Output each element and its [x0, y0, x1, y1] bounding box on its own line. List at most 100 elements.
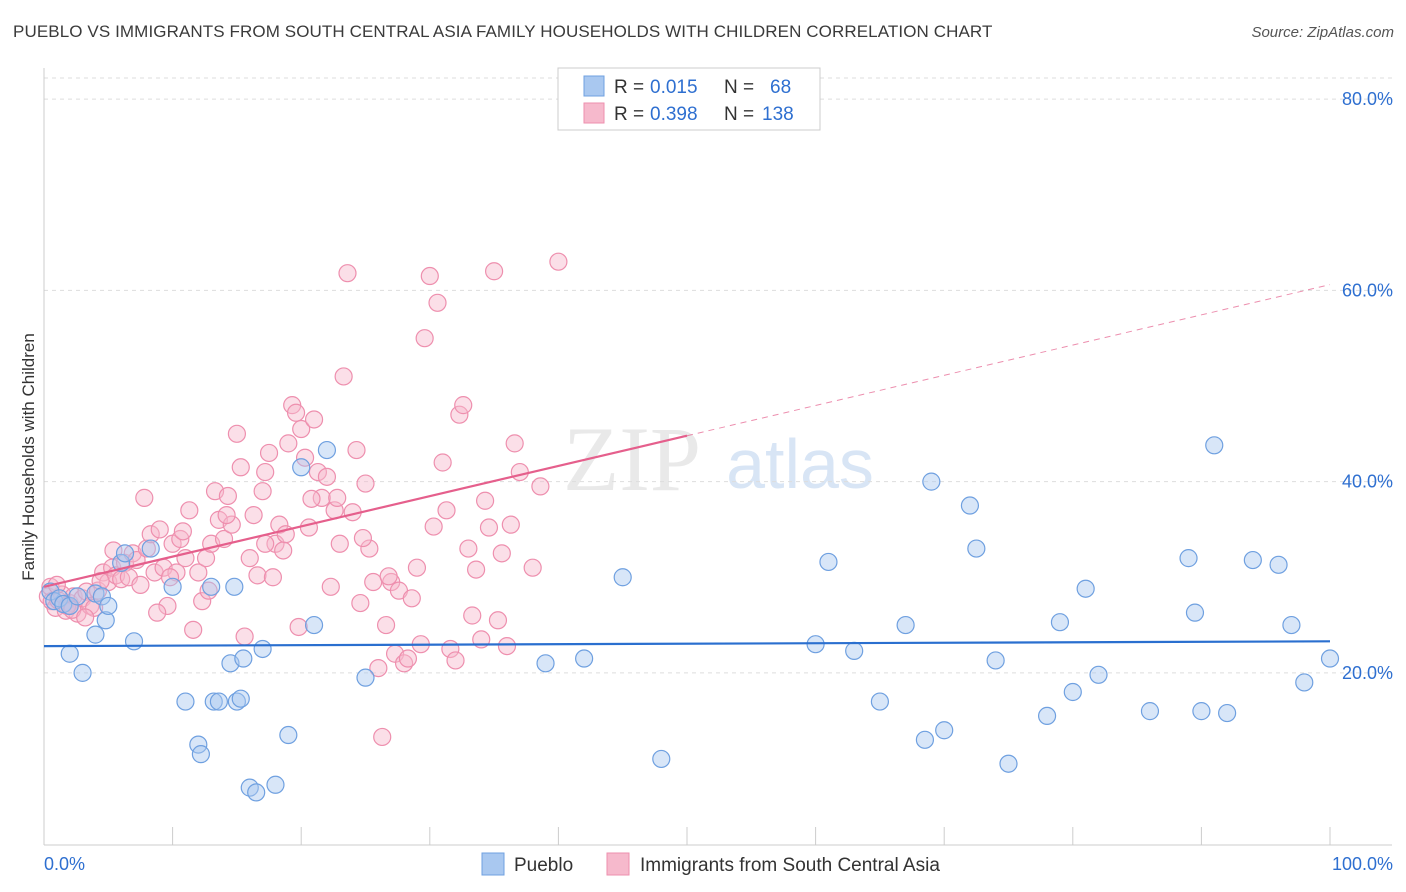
pueblo-point-39 — [575, 649, 594, 668]
immigrants-point-37 — [189, 563, 208, 582]
immigrants-point-96 — [437, 501, 456, 520]
series-legend-label-pueblo: Pueblo — [514, 855, 573, 876]
pueblo-point-68 — [1295, 673, 1314, 692]
immigrants-point-124 — [148, 603, 167, 622]
pueblo-trend-line — [43, 640, 1331, 648]
legend-n-value-immigrants: 138 — [762, 104, 794, 125]
pueblo-point-27 — [234, 649, 253, 668]
immigrants-point-45 — [222, 515, 241, 534]
immigrants-point-134 — [353, 528, 373, 548]
pueblo-point-69 — [1320, 649, 1340, 668]
immigrants-point-51 — [248, 566, 267, 585]
pueblo-point-58 — [1089, 665, 1108, 684]
immigrants-point-108 — [488, 611, 508, 630]
immigrants-point-101 — [459, 539, 478, 558]
immigrants-point-23 — [131, 575, 150, 595]
pueblo-point-60 — [1179, 549, 1198, 568]
immigrants-point-78 — [360, 539, 379, 558]
pueblo-points — [41, 436, 1340, 802]
immigrants-point-92 — [420, 266, 439, 286]
immigrants-point-116 — [549, 252, 568, 271]
immigrants-point-102 — [463, 606, 482, 625]
immigrants-point-68 — [317, 467, 337, 486]
pueblo-point-48 — [922, 472, 941, 491]
immigrants-point-24 — [135, 488, 154, 507]
immigrants-point-91 — [415, 329, 434, 348]
immigrants-point-113 — [510, 462, 529, 482]
series-legend-label-immigrants: Immigrants from South Central Asia — [640, 855, 940, 876]
pueblo-point-25 — [225, 577, 244, 596]
pueblo-point-8 — [73, 663, 92, 682]
immigrants-point-135 — [379, 567, 398, 586]
immigrants-point-69 — [321, 577, 340, 596]
immigrants-point-80 — [369, 658, 388, 678]
legend-n-value-pueblo: 68 — [770, 77, 791, 98]
immigrants-point-52 — [253, 482, 272, 501]
pueblo-point-65 — [1243, 550, 1262, 570]
immigrants-point-115 — [531, 477, 550, 496]
immigrants-trend-extension — [686, 284, 1331, 437]
series-legend: Pueblo Immigrants from South Central Asi… — [481, 852, 940, 876]
pueblo-point-63 — [1205, 436, 1224, 455]
immigrants-point-99 — [450, 405, 469, 424]
pueblo-point-54 — [1037, 706, 1057, 726]
pueblo-point-35 — [304, 615, 324, 635]
immigrants-point-133 — [328, 488, 347, 507]
immigrants-point-38 — [193, 592, 212, 611]
pueblo-point-16 — [141, 539, 160, 558]
pueblo-point-52 — [986, 651, 1005, 670]
y-tick-label-80: 80.0% — [1342, 89, 1393, 109]
immigrants-point-94 — [428, 293, 447, 312]
immigrants-point-49 — [240, 549, 259, 568]
pueblo-point-43 — [819, 552, 838, 572]
immigrants-point-25 — [137, 539, 156, 558]
pueblo-point-57 — [1076, 579, 1095, 598]
pueblo-point-10 — [92, 587, 111, 606]
pueblo-point-9 — [86, 625, 105, 644]
immigrants-point-54 — [259, 443, 279, 463]
immigrants-point-98 — [446, 651, 465, 670]
immigrants-point-89 — [407, 558, 427, 577]
immigrants-point-30 — [158, 596, 177, 616]
gridlines — [44, 77, 1392, 674]
immigrants-point-121 — [76, 608, 95, 627]
immigrants-point-79 — [364, 572, 383, 592]
pueblo-point-40 — [613, 568, 632, 587]
y-tick-label-40: 40.0% — [1342, 472, 1393, 492]
pueblo-point-30 — [247, 783, 266, 802]
immigrants-trend-line — [43, 434, 688, 588]
immigrants-point-65 — [304, 410, 324, 429]
immigrants-point-93 — [424, 517, 443, 536]
pueblo-point-33 — [279, 725, 298, 745]
pueblo-point-4 — [60, 596, 79, 616]
pueblo-point-66 — [1269, 555, 1288, 574]
immigrants-point-26 — [141, 525, 160, 544]
x-tick-label-0: 0.0% — [44, 854, 85, 874]
immigrants-point-71 — [330, 534, 349, 553]
pueblo-point-14 — [115, 544, 135, 563]
immigrants-point-131 — [289, 617, 308, 637]
immigrants-point-88 — [402, 589, 421, 608]
immigrants-point-58 — [274, 541, 293, 560]
stats-legend: R = 0.015 N = 68 R = 0.398 N = 138 — [557, 67, 821, 131]
immigrants-point-128 — [217, 505, 236, 525]
immigrants-point-95 — [433, 453, 452, 472]
watermark-atlas: atlas — [726, 425, 874, 503]
trend-lines — [43, 284, 1331, 648]
pueblo-point-22 — [204, 692, 223, 711]
immigrants-point-48 — [235, 627, 254, 646]
pueblo-point-64 — [1218, 703, 1237, 723]
watermark: ZIP atlas — [563, 408, 874, 510]
pueblo-point-53 — [999, 754, 1018, 773]
immigrants-point-47 — [231, 458, 250, 477]
legend-r-label-pueblo: R = — [614, 77, 644, 98]
pueblo-point-62 — [1192, 702, 1211, 721]
immigrants-point-72 — [334, 367, 353, 386]
legend-n-label-pueblo: N = — [724, 77, 754, 98]
series-legend-swatch-immigrants — [606, 852, 630, 876]
immigrants-point-57 — [270, 515, 289, 534]
immigrants-point-111 — [501, 515, 520, 534]
pueblo-point-59 — [1140, 702, 1160, 721]
x-ticks — [43, 827, 1331, 845]
